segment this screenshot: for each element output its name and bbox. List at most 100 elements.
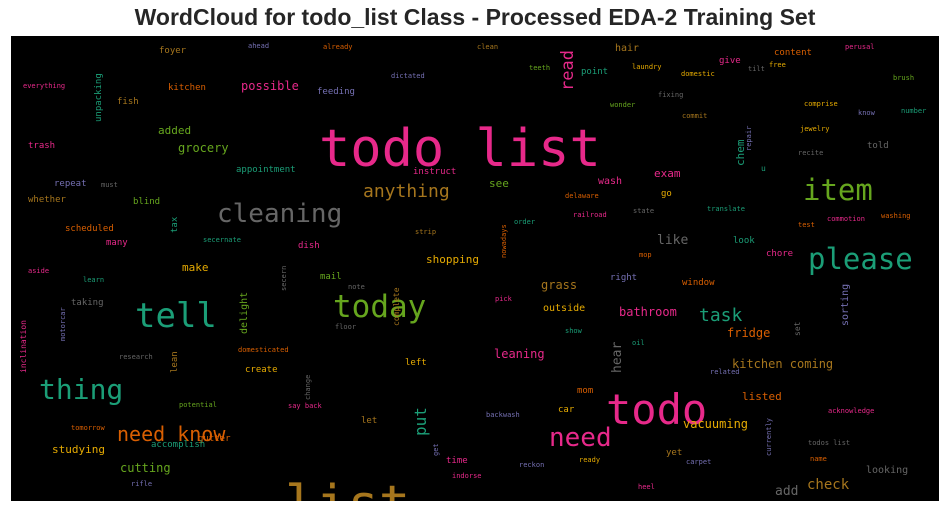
word-vacuuming: vacuuming — [683, 417, 748, 431]
word-tell: tell — [135, 296, 217, 336]
word-free: free — [769, 61, 786, 69]
word-anything: anything — [363, 181, 450, 202]
word-related: related — [710, 368, 740, 376]
word-commotion: commotion — [827, 215, 865, 223]
word-indorse: indorse — [452, 472, 482, 480]
word-taking: taking — [71, 298, 104, 308]
word-wonder: wonder — [610, 101, 635, 109]
word-pick: pick — [495, 295, 513, 303]
word-appointment: appointment — [236, 165, 296, 175]
word-know: know — [858, 109, 876, 117]
word-many: many — [106, 238, 128, 248]
word-left: left — [405, 358, 427, 368]
word-washing: washing — [881, 212, 911, 220]
word-right: right — [610, 273, 637, 283]
word-let: let — [361, 416, 377, 426]
word-show: show — [565, 327, 583, 335]
word-laundry: laundry — [632, 63, 662, 71]
word-hair: hair — [615, 43, 639, 54]
word-tomorrow: tomorrow — [71, 424, 106, 432]
word-delaware: delaware — [565, 192, 599, 200]
word-rifle: rifle — [131, 480, 152, 488]
word-jewelry: jewelry — [800, 125, 830, 133]
word-aside: aside — [28, 267, 49, 275]
word-mom: mom — [577, 386, 593, 396]
word-commit: commit — [682, 112, 707, 120]
word-tax: tax — [170, 216, 180, 233]
word-window: window — [682, 278, 715, 288]
word-state: state — [633, 207, 654, 215]
word-u: u — [761, 164, 766, 173]
word-mail: mail — [320, 272, 342, 282]
word-repeat: repeat — [54, 179, 87, 189]
word-brush: brush — [893, 74, 914, 82]
word-heel: heel — [638, 483, 655, 491]
word-get: get — [432, 443, 440, 456]
word-nowadays: nowadays — [500, 224, 508, 258]
word-cleaning: cleaning — [217, 199, 342, 229]
word-repair: repair — [745, 126, 753, 151]
word-kitchen: kitchen — [168, 83, 206, 93]
word-mop: mop — [639, 251, 652, 259]
word-railroad: railroad — [573, 211, 607, 219]
chart-title: WordCloud for todo_list Class - Processe… — [134, 4, 816, 30]
word-floor: floor — [335, 323, 356, 331]
word-feeding: feeding — [317, 87, 355, 97]
word-time: time — [446, 456, 468, 466]
word-name: name — [810, 455, 827, 463]
word-list: list — [285, 475, 410, 501]
word-create: create — [245, 365, 278, 375]
word-already: already — [323, 43, 353, 51]
word-fridge: fridge — [727, 326, 770, 340]
word-see: see — [489, 177, 509, 190]
word-order: order — [514, 218, 535, 226]
word-add: add — [775, 484, 798, 499]
wordcloud-svg: todo list list todo tell today please item thin… — [19, 42, 926, 501]
word-must: must — [101, 181, 118, 189]
word-hear: hear — [610, 342, 625, 373]
word-secern: secern — [280, 266, 288, 291]
word-dictated: dictated — [391, 72, 425, 80]
word-set: set — [793, 321, 802, 336]
word-test: test — [798, 221, 815, 229]
word-thing: thing — [39, 373, 123, 406]
word-exam: exam — [654, 167, 681, 180]
word-looking: looking — [866, 465, 908, 476]
word-todo: todo — [606, 385, 707, 434]
word-sorting: sorting — [840, 284, 851, 326]
word-lean: lean — [170, 351, 180, 373]
word-perusal: perusal — [845, 43, 875, 51]
word-outside: outside — [543, 303, 585, 314]
word-motorcar: motorcar — [59, 307, 67, 341]
word-inclination: inclination — [19, 320, 28, 373]
word-reckon: reckon — [519, 461, 544, 469]
word-today: today — [333, 289, 426, 325]
word-like: like — [657, 233, 688, 248]
word-everything: everything — [23, 82, 65, 90]
word-bathroom: bathroom — [619, 305, 677, 319]
word-item: item — [803, 173, 873, 207]
word-need: need — [549, 423, 612, 453]
word-told: told — [867, 141, 889, 151]
word-grass: grass — [541, 278, 577, 292]
word-clean: clean — [477, 43, 498, 51]
word-studying: studying — [52, 443, 105, 456]
word-teeth: teeth — [529, 64, 550, 72]
word-shopping: shopping — [426, 253, 479, 266]
word-dish: dish — [298, 241, 320, 251]
word-look: look — [733, 236, 755, 246]
wordcloud-canvas: todo list list todo tell today please item thin… — [11, 36, 939, 501]
word-recite: recite — [798, 149, 823, 157]
word-car: car — [558, 405, 575, 415]
word-ready: ready — [579, 456, 600, 464]
word-ahead: ahead — [248, 42, 269, 50]
word-go: go — [661, 189, 672, 199]
word-comprise: comprise — [804, 100, 838, 108]
word-tilt: tilt — [748, 65, 765, 73]
word-yet: yet — [666, 448, 682, 458]
word-chem: chem — [734, 139, 747, 166]
word-instruct: instruct — [413, 167, 456, 177]
word-domestic: domestic — [681, 70, 715, 78]
word-grocery: grocery — [178, 141, 229, 155]
word-unpacking: unpacking — [94, 73, 104, 122]
